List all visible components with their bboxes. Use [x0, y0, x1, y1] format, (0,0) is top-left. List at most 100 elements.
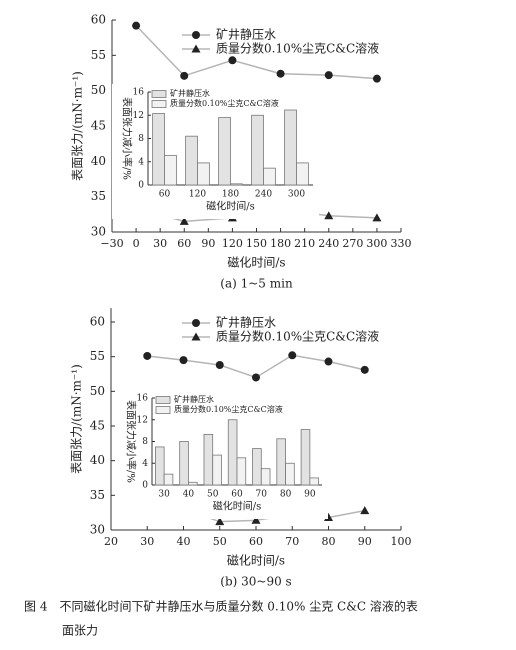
data-point	[143, 351, 152, 360]
x-tick-label: 90	[201, 237, 215, 250]
legend-label: 矿井静压水	[174, 394, 214, 404]
x-tick-label: 30	[158, 490, 170, 500]
legend-label: 质量分数0.10%尘克C&C溶液	[216, 41, 379, 56]
x-axis-label: 磁化时间/s	[227, 255, 285, 270]
x-tick-label: 180	[222, 190, 239, 200]
y-tick-label: 16	[133, 88, 145, 98]
y-tick-label: 0	[142, 481, 148, 491]
y-tick-label: 40	[90, 453, 105, 467]
x-tick-label: 60	[231, 490, 243, 500]
x-tick-label: 120	[222, 237, 243, 250]
bar	[154, 446, 165, 486]
x-tick-label: 120	[189, 190, 206, 200]
bar	[197, 162, 210, 186]
y-tick-label: 12	[137, 415, 148, 425]
y-tick-label: 16	[137, 394, 149, 404]
bar	[230, 183, 243, 186]
y-tick-label: 50	[90, 384, 105, 398]
x-tick-label: 20	[104, 535, 118, 548]
x-tick-label: 60	[177, 237, 191, 250]
bar	[263, 167, 276, 186]
x-tick-label: 30	[153, 237, 167, 250]
x-tick-label: 180	[270, 237, 291, 250]
data-point	[252, 373, 260, 382]
x-tick-label: 300	[288, 190, 305, 200]
x-tick-label: 330	[391, 237, 412, 250]
bar	[251, 114, 264, 186]
legend-label: 质量分数0.10%尘克C&C溶液	[216, 329, 379, 344]
x-tick-label: 90	[304, 490, 316, 500]
legend-label: 质量分数0.10%尘克C&C溶液	[170, 98, 279, 108]
figure-caption: 图 4 不同磁化时间下矿井静压水与质量分数 0.10% 尘克 C&C 溶液的表	[24, 599, 418, 614]
y-tick-label: 55	[91, 48, 106, 62]
data-point	[372, 74, 381, 83]
legend-label: 矿井静压水	[216, 316, 276, 330]
inset-background	[116, 390, 328, 519]
legend-marker	[192, 319, 200, 327]
legend-swatch	[155, 406, 171, 414]
bar	[300, 429, 311, 486]
legend-marker	[192, 31, 200, 39]
series-line	[135, 25, 377, 80]
x-tick-label: 50	[207, 490, 219, 500]
x-tick-label: 100	[391, 535, 412, 548]
bar	[236, 457, 247, 486]
data-point	[324, 513, 333, 522]
x-axis-label: 磁化时间/s	[227, 553, 285, 568]
y-tick-label: 30	[90, 523, 105, 537]
data-point	[372, 213, 382, 222]
data-point	[360, 506, 370, 515]
y-axis-label: 表面张力/(mN·m⁻¹)	[70, 364, 84, 474]
x-tick-label: 40	[183, 490, 195, 500]
y-tick-label: 60	[91, 13, 106, 27]
bar	[284, 109, 297, 186]
y-tick-label: 50	[91, 83, 106, 97]
x-tick-label: 300	[366, 237, 387, 250]
y-tick-label: 12	[133, 111, 144, 121]
bar	[309, 477, 320, 486]
x-tick-label: 60	[249, 535, 263, 548]
caption: (b) 30~90 s	[220, 575, 291, 589]
data-point	[324, 357, 333, 366]
data-point	[179, 356, 188, 365]
y-tick-label: 40	[91, 154, 106, 168]
legend-swatch	[151, 90, 167, 98]
x-tick-label: 30	[140, 535, 154, 548]
x-tick-label: 0	[133, 237, 140, 250]
data-point	[180, 71, 189, 80]
y-tick-label: 45	[90, 419, 105, 433]
legend-swatch	[155, 396, 171, 404]
y-tick-label: 30	[91, 225, 106, 239]
x-tick-label: 80	[322, 535, 336, 548]
x-axis-label: 磁化时间/s	[213, 500, 262, 513]
bar	[276, 438, 286, 486]
data-point	[288, 351, 297, 360]
legend-label: 矿井静压水	[216, 28, 276, 42]
bar	[285, 462, 295, 486]
bar	[203, 434, 214, 486]
x-tick-label: 90	[358, 535, 372, 548]
y-tick-label: 8	[142, 437, 148, 447]
bar	[218, 117, 231, 186]
data-point	[360, 365, 369, 374]
y-tick-label: 0	[138, 181, 144, 191]
x-tick-label: 270	[342, 237, 363, 250]
data-point	[324, 211, 334, 220]
x-tick-label: −30	[100, 237, 123, 250]
y-axis-label: 表面张力/(mN·m⁻¹)	[71, 71, 85, 181]
y-axis-label: 表面张力减小率/%	[125, 400, 138, 483]
legend-marker	[191, 332, 201, 341]
bar	[260, 468, 271, 486]
y-tick-label: 35	[91, 189, 106, 203]
x-tick-label: 240	[255, 190, 272, 200]
x-tick-label: 50	[213, 535, 227, 548]
legend-label: 质量分数0.10%尘克C&C溶液	[174, 404, 283, 414]
bar	[179, 441, 189, 486]
bar	[252, 448, 262, 486]
x-tick-label: 70	[256, 490, 268, 500]
x-tick-label: 240	[318, 237, 339, 250]
caption: (a) 1~5 min	[220, 277, 293, 291]
bar	[185, 135, 198, 186]
data-point	[276, 69, 285, 78]
